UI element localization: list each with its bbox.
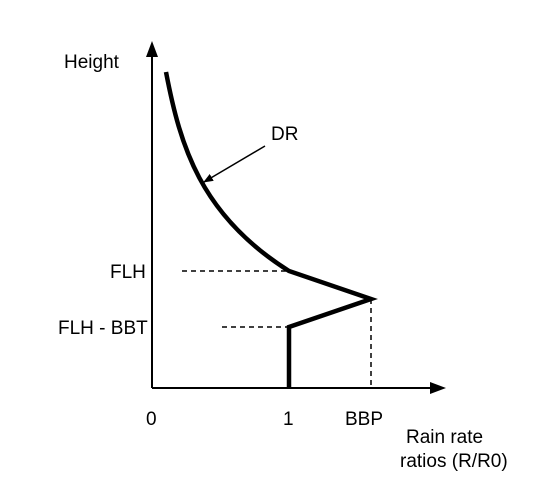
x-tick-one: 1 <box>283 409 294 430</box>
x-axis-arrowhead <box>430 382 446 394</box>
x-axis-label-line2: ratios (R/R0) <box>400 451 508 472</box>
dr-pointer-arrow <box>203 145 266 183</box>
y-axis-label: Height <box>64 52 120 73</box>
curve-label-dr: DR <box>271 124 298 145</box>
rain-rate-profile-curve <box>163 71 378 388</box>
y-axis-arrowhead <box>146 41 158 57</box>
y-tick-flh: FLH <box>110 262 146 283</box>
y-tick-flh-bbt: FLH - BBT <box>58 318 148 339</box>
x-tick-bbp: BBP <box>345 409 383 430</box>
x-tick-zero: 0 <box>146 409 157 430</box>
x-axis-label-line1: Rain rate <box>406 427 483 448</box>
